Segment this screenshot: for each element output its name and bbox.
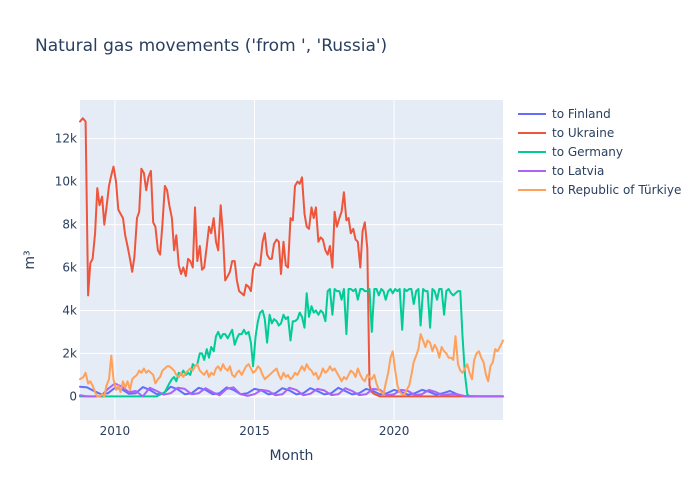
y-tick-label: 12k — [55, 132, 77, 146]
y-tick-label: 6k — [62, 261, 77, 275]
legend-item[interactable]: to Germany — [518, 145, 623, 159]
series-line-1[interactable] — [79, 117, 504, 398]
y-tick-label: 4k — [62, 303, 77, 317]
y-tick-label: 8k — [62, 218, 77, 232]
y-tick-label: 10k — [55, 175, 77, 189]
y-axis-ticks: 0 2k 4k 6k 8k 10k 12k — [55, 132, 77, 404]
series-line-4[interactable] — [79, 333, 504, 398]
legend-label: to Ukraine — [552, 126, 614, 140]
legend-label: to Latvia — [552, 164, 604, 178]
x-axis-ticks: 2010 2015 2020 — [100, 424, 410, 438]
x-tick-label: 2015 — [239, 424, 270, 438]
legend-label: to Germany — [552, 145, 623, 159]
y-tick-label: 2k — [62, 346, 77, 360]
y-axis-title: m³ — [22, 250, 38, 269]
series-layer — [79, 117, 504, 398]
series-line-2[interactable] — [79, 288, 504, 398]
x-tick-label: 2020 — [379, 424, 410, 438]
legend-item[interactable]: to Republic of Türkiye — [518, 183, 681, 197]
legend-item[interactable]: to Latvia — [518, 164, 604, 178]
chart-title: Natural gas movements ('from ', 'Russia'… — [35, 36, 387, 56]
legend-label: to Finland — [552, 107, 611, 121]
series-line-3[interactable] — [79, 382, 504, 398]
y-tick-label: 0 — [69, 389, 77, 403]
plot-area[interactable] — [80, 100, 503, 420]
legend[interactable]: to Finland to Ukraine to Germany to Latvia t… — [518, 107, 681, 197]
legend-label: to Republic of Türkiye — [552, 183, 681, 197]
x-tick-label: 2010 — [100, 424, 131, 438]
grid-lines — [80, 100, 503, 420]
legend-item[interactable]: to Finland — [518, 107, 611, 121]
x-axis-title: Month — [270, 448, 314, 464]
legend-item[interactable]: to Ukraine — [518, 126, 614, 140]
